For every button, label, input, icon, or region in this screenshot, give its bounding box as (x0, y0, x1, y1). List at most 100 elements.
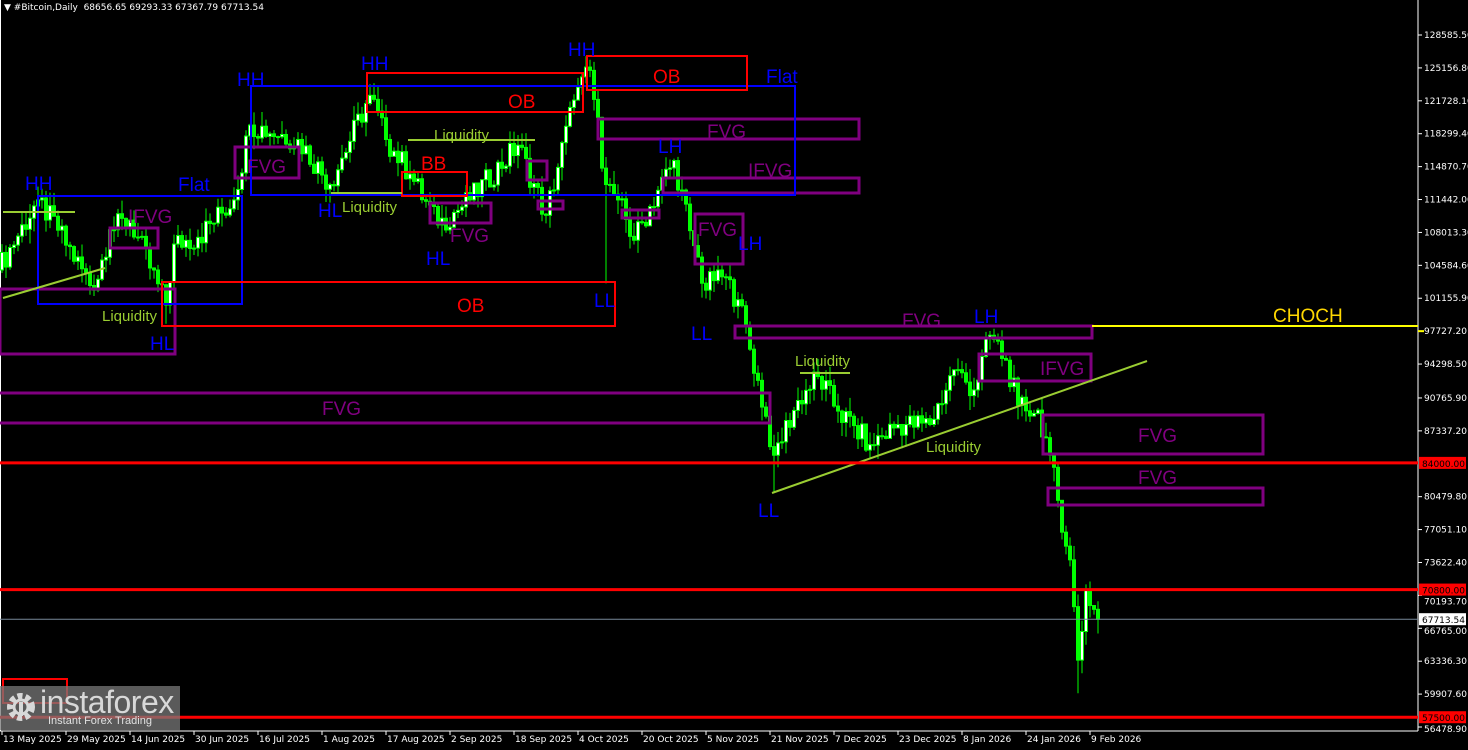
date-tick-label: 24 Jan 2026 (1027, 735, 1081, 745)
ifvg-box (108, 226, 160, 250)
ll-label: LL (594, 291, 615, 312)
fvg-box (1046, 486, 1265, 507)
price-tick-label: 128585.50 (1424, 31, 1468, 41)
candle-body (40, 197, 44, 201)
candle-body (996, 338, 1000, 342)
candle-body (628, 219, 632, 237)
hh-label: HH (237, 70, 264, 91)
candle-body (228, 208, 232, 216)
candle-body (452, 211, 456, 228)
bb-label: BB (421, 154, 446, 175)
candle-body (88, 272, 92, 286)
candle-body (512, 143, 516, 157)
ob-box (161, 281, 616, 327)
ll-label: LL (691, 324, 712, 345)
ifvg-label: IFVG (128, 207, 172, 228)
triangle-down-icon[interactable]: ▼ (4, 3, 14, 13)
candle-body (664, 168, 668, 178)
candle-body (532, 183, 536, 188)
candle-body (276, 136, 280, 139)
candle-body (168, 281, 172, 306)
candle-body (332, 184, 336, 187)
level-price-tag (1419, 456, 1466, 469)
candle-body (180, 235, 184, 248)
candle-body (152, 267, 156, 271)
ifvg-box (977, 352, 1093, 383)
candle-body (972, 389, 976, 397)
bid-price-tag-label: 67713.54 (1422, 616, 1465, 626)
fvg-box (620, 208, 661, 220)
candle-body (876, 435, 880, 446)
date-tick-label: 13 May 2025 (3, 735, 62, 745)
date-tick-label: 8 Jan 2026 (963, 735, 1011, 745)
candle-body (1088, 590, 1092, 607)
candle-body (480, 179, 484, 198)
time-axis[interactable]: 13 May 2025 29 May 2025 14 Jun 2025 30 Jun … (1, 731, 1142, 745)
candle-body (524, 146, 528, 159)
candle-body (476, 182, 480, 198)
flat-label: Flat (178, 175, 210, 196)
hl-label: HL (318, 201, 342, 222)
liquidity-label: Liquidity (342, 199, 398, 216)
candle-body (800, 400, 804, 405)
candle-body (424, 199, 428, 202)
candle-body (1008, 359, 1012, 388)
ob-labels: OB OB OB BB (421, 67, 680, 317)
levels (0, 461, 1418, 719)
candle-body (284, 133, 288, 145)
candle-body (0, 251, 4, 271)
candle-body (964, 372, 968, 383)
candle-body (1060, 499, 1064, 533)
ob-box (366, 72, 584, 113)
candle-body (756, 372, 760, 381)
price-tick-label: 70193.70 (1424, 598, 1467, 608)
candle-body (408, 173, 412, 180)
date-tick-label: 5 Nov 2025 (707, 735, 759, 745)
flat-box (37, 195, 243, 305)
liquidity-label: Liquidity (102, 308, 158, 325)
candle-body (1000, 340, 1004, 359)
candle-body (1028, 410, 1032, 417)
hl-label: HL (150, 334, 174, 355)
candle-body (112, 229, 116, 232)
candle-body (320, 161, 324, 176)
candle-body (1044, 436, 1048, 439)
candle-body (460, 206, 464, 211)
candle-body (868, 444, 872, 451)
candle-body (612, 183, 616, 195)
ll-label: LL (758, 501, 779, 522)
candle-body (488, 169, 492, 188)
candle-body (872, 444, 876, 447)
candle-body (388, 138, 392, 157)
candle-body (328, 184, 332, 190)
candle-body (784, 420, 788, 443)
candle-body (592, 69, 596, 100)
fvg-box (596, 117, 861, 141)
candle-body (240, 172, 244, 190)
candle-body (432, 204, 436, 208)
candle-body (104, 256, 108, 261)
candle-body (544, 213, 548, 216)
fvg-label: FVG (450, 226, 489, 247)
candle-body (900, 423, 904, 436)
candle-body (368, 94, 372, 105)
candle-body (780, 441, 784, 444)
candle-body (4, 251, 8, 268)
candle-body (256, 136, 260, 139)
candle-body (1080, 630, 1084, 661)
candle-body (968, 381, 972, 397)
candle-body (636, 221, 640, 241)
candle-body (64, 225, 68, 246)
candle-body (44, 197, 48, 221)
candle-body (340, 157, 344, 171)
candle-body (828, 380, 832, 386)
price-tick-label: 97727.20 (1424, 327, 1467, 337)
candle-body (792, 409, 796, 428)
candle-body (420, 178, 424, 201)
price-axis[interactable]: 128585.50 125156.80 121728.10 118299.40 1148… (1418, 31, 1468, 735)
candle-body (196, 236, 200, 249)
date-tick-label: 18 Sep 2025 (515, 735, 572, 745)
candle-body (860, 423, 864, 440)
date-tick-label: 2 Sep 2025 (451, 735, 502, 745)
